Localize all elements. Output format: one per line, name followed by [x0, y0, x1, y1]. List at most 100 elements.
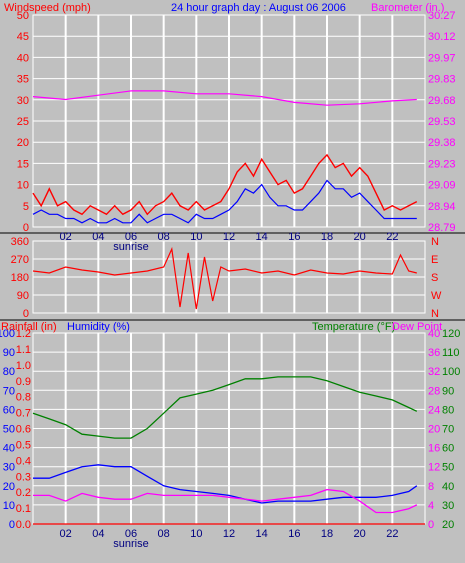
windspeed-series-line: [32, 153, 418, 216]
direction-tick-label: 0: [23, 308, 29, 320]
humidity-tick-label: 20: [3, 481, 15, 493]
temperature-tick-label: 40: [442, 481, 454, 493]
barometer-tick-label: 29.53: [428, 116, 456, 128]
hour-tick-label: 10: [190, 528, 202, 540]
rainfall-tick-label: 0.5: [16, 439, 31, 451]
rainfall-tick-label: 1.1: [16, 344, 31, 356]
compass-tick-label: S: [431, 272, 438, 284]
hour-tick-label: 16: [288, 231, 300, 243]
wind-tick-label: 5: [23, 201, 29, 213]
hour-tick-label: 12: [223, 231, 235, 243]
humidity-tick-label: 0: [9, 519, 15, 531]
compass-tick-label: W: [431, 290, 442, 302]
barometer-tick-label: 28.94: [428, 201, 456, 213]
barometer-series-line: [32, 90, 417, 106]
hour-tick-label: 02: [60, 231, 72, 243]
wind-tick-label: 50: [17, 10, 29, 22]
rainfall-tick-label: 0.4: [16, 455, 31, 467]
dewpoint-tick-label: 0: [428, 519, 434, 531]
dewpoint-tick-label: 24: [428, 404, 440, 416]
barometer-axis-title: Barometer (in.): [371, 2, 444, 14]
dewpoint-tick-label: 8: [428, 481, 434, 493]
humidity-series-line: [33, 464, 418, 504]
rainfall-tick-label: 0.1: [16, 503, 31, 515]
humidity-tick-label: 80: [3, 366, 15, 378]
hour-tick-label: 06: [125, 231, 137, 243]
wind-tick-label: 10: [17, 180, 29, 192]
wind-tick-label: 45: [17, 31, 29, 43]
humidity-axis-title: Humidity (%): [67, 321, 130, 333]
hour-tick-label: 02: [60, 528, 72, 540]
compass-tick-label: N: [431, 236, 439, 248]
dewpoint-tick-label: 4: [428, 500, 434, 512]
temperature-tick-label: 20: [442, 519, 454, 531]
temperature-tick-label: 80: [442, 404, 454, 416]
humidity-tick-label: 100: [0, 328, 15, 340]
chart-title: 24 hour graph day : August 06 2006: [171, 2, 346, 14]
dewpoint-axis-title: Dew Point: [392, 321, 442, 333]
temperature-axis-title: Temperature (°F): [312, 321, 395, 333]
barometer-tick-label: 28.79: [428, 222, 456, 234]
direction-tick-label: 360: [11, 236, 29, 248]
hour-tick-label: 04: [92, 528, 104, 540]
rainfall-tick-label: 0.0: [16, 519, 31, 531]
barometer-tick-label: 29.68: [428, 95, 456, 107]
rainfall-tick-label: 0.2: [16, 487, 31, 499]
wind-tick-label: 20: [17, 137, 29, 149]
dewpoint-tick-label: 16: [428, 443, 440, 455]
humidity-tick-label: 70: [3, 385, 15, 397]
barometer-tick-label: 30.12: [428, 31, 456, 43]
barometer-tick-label: 29.23: [428, 158, 456, 170]
compass-tick-label: E: [431, 254, 438, 266]
temperature-tick-label: 60: [442, 443, 454, 455]
hour-tick-label: 10: [190, 231, 202, 243]
wind-tick-label: 15: [17, 158, 29, 170]
hour-tick-label: 14: [256, 528, 268, 540]
barometer-tick-label: 29.09: [428, 180, 456, 192]
wind-tick-label: 35: [17, 74, 29, 86]
temperature-tick-label: 50: [442, 462, 454, 474]
rainfall-tick-label: 1.0: [16, 360, 31, 372]
dewpoint-series-line: [33, 488, 418, 514]
rainfall-tick-label: 0.8: [16, 392, 31, 404]
dewpoint-tick-label: 40: [428, 328, 440, 340]
rainfall-tick-label: 0.3: [16, 471, 31, 483]
rainfall-tick-label: 1.2: [16, 328, 31, 340]
hour-tick-label: 12: [223, 528, 235, 540]
temperature-tick-label: 110: [442, 347, 460, 359]
sunrise-label: sunrise: [113, 241, 148, 253]
barometer-tick-label: 30.27: [428, 10, 456, 22]
hour-tick-label: 18: [321, 528, 333, 540]
temperature-tick-label: 90: [442, 385, 454, 397]
hour-tick-label: 16: [288, 528, 300, 540]
compass-tick-label: N: [431, 308, 439, 320]
direction-tick-label: 180: [11, 272, 29, 284]
dewpoint-tick-label: 20: [428, 424, 440, 436]
dewpoint-tick-label: 32: [428, 366, 440, 378]
wind-axis-title: Windspeed (mph): [4, 2, 91, 14]
dewpoint-tick-label: 36: [428, 347, 440, 359]
wind-tick-label: 30: [17, 95, 29, 107]
humidity-tick-label: 40: [3, 443, 15, 455]
wind-tick-label: 25: [17, 116, 29, 128]
hour-tick-label: 08: [158, 231, 170, 243]
dewpoint-tick-label: 28: [428, 385, 440, 397]
temperature-tick-label: 100: [442, 366, 460, 378]
barometer-tick-label: 29.83: [428, 74, 456, 86]
direction-tick-label: 90: [17, 290, 29, 302]
dewpoint-tick-label: 12: [428, 462, 440, 474]
hour-tick-label: 20: [354, 528, 366, 540]
wind-tick-label: 0: [23, 222, 29, 234]
temperature-tick-label: 70: [442, 424, 454, 436]
hour-tick-label: 22: [386, 528, 398, 540]
sunrise-label: sunrise: [113, 538, 148, 550]
hour-tick-label: 06: [125, 528, 137, 540]
hour-tick-label: 22: [386, 231, 398, 243]
barometer-tick-label: 29.38: [428, 137, 456, 149]
humidity-tick-label: 50: [3, 424, 15, 436]
rainfall-tick-label: 0.7: [16, 408, 31, 420]
humidity-tick-label: 30: [3, 462, 15, 474]
hour-tick-label: 08: [158, 528, 170, 540]
